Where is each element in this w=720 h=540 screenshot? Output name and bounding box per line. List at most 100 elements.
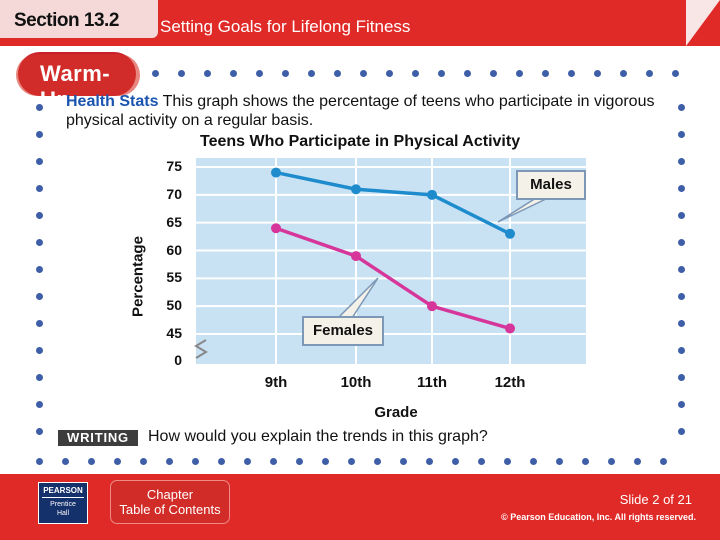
border-dot xyxy=(678,266,685,273)
series-line-females xyxy=(275,226,511,331)
border-dot xyxy=(678,347,685,354)
border-dot xyxy=(204,70,211,77)
data-point-males xyxy=(271,167,281,178)
border-dot xyxy=(178,70,185,77)
border-dot xyxy=(678,104,685,111)
border-dot xyxy=(36,104,43,111)
border-dot xyxy=(660,458,667,465)
border-dot xyxy=(36,458,43,465)
border-dot xyxy=(36,374,43,381)
border-dot xyxy=(36,212,43,219)
writing-question: How would you explain the trends in this… xyxy=(148,428,488,445)
writing-badge: WRITING xyxy=(58,430,138,446)
y-tick-label: 45 xyxy=(166,325,182,341)
legend-males-pointer xyxy=(497,197,549,223)
border-dot xyxy=(438,70,445,77)
border-dot xyxy=(490,70,497,77)
border-dot xyxy=(678,212,685,219)
y-tick-label: 55 xyxy=(166,269,182,286)
border-dot xyxy=(678,320,685,327)
border-dot xyxy=(36,293,43,300)
x-tick-label: 12th xyxy=(494,374,526,391)
border-dot xyxy=(140,458,147,465)
y-tick-label: 60 xyxy=(166,241,182,258)
border-dot xyxy=(296,458,303,465)
border-dot xyxy=(88,458,95,465)
border-dot xyxy=(36,266,43,273)
border-dot xyxy=(114,458,121,465)
data-point-females xyxy=(271,223,281,234)
data-point-females xyxy=(427,301,437,312)
border-dot xyxy=(478,458,485,465)
chapter-toc-button[interactable]: Chapter Table of Contents xyxy=(110,480,230,524)
border-dot xyxy=(608,458,615,465)
intro-body: This graph shows the percentage of teens… xyxy=(66,93,655,129)
border-dot xyxy=(36,428,43,435)
x-tick-label: 10th xyxy=(340,374,372,391)
chart-title: Teens Who Participate in Physical Activi… xyxy=(200,133,521,150)
pearson-name: PEARSON xyxy=(42,486,84,498)
border-dot xyxy=(36,401,43,408)
legend-females: Females xyxy=(302,316,384,346)
border-dot xyxy=(678,158,685,165)
legend-females-pointer xyxy=(336,277,379,319)
border-dot xyxy=(568,70,575,77)
border-dot xyxy=(582,458,589,465)
border-dot xyxy=(464,70,471,77)
border-dot xyxy=(166,458,173,465)
legend-males: Males xyxy=(516,170,586,200)
pearson-imprint: Prentice Hall xyxy=(42,500,84,518)
border-dot xyxy=(36,239,43,246)
section-tab: Section 13.2 xyxy=(0,0,158,38)
border-dot xyxy=(516,70,523,77)
border-dot xyxy=(192,458,199,465)
intro-text: Health Stats This graph shows the percen… xyxy=(66,92,686,130)
copyright: © Pearson Education, Inc. All rights res… xyxy=(501,512,696,522)
axis-break-marker xyxy=(194,339,208,359)
data-point-males xyxy=(351,184,361,195)
y-tick-label: 0 xyxy=(174,352,182,368)
warm-up-badge: Warm-Up xyxy=(16,52,140,112)
data-point-females xyxy=(505,323,515,334)
border-dot xyxy=(678,401,685,408)
border-dot xyxy=(152,70,159,77)
border-dot xyxy=(36,131,43,138)
border-dot xyxy=(542,70,549,77)
x-tick-label: 11th xyxy=(416,374,447,391)
series-line-males xyxy=(275,170,511,236)
header-title: Setting Goals for Lifelong Fitness xyxy=(160,17,411,36)
toc-line1: Chapter xyxy=(146,487,194,502)
border-dot xyxy=(452,458,459,465)
border-dot xyxy=(678,428,685,435)
slide-number: Slide 2 of 21 xyxy=(619,492,692,507)
border-dot xyxy=(348,458,355,465)
border-dot xyxy=(556,458,563,465)
data-point-males xyxy=(427,189,437,200)
border-dot xyxy=(594,70,601,77)
border-dot xyxy=(270,458,277,465)
border-dot xyxy=(36,158,43,165)
border-dot xyxy=(36,320,43,327)
border-dot xyxy=(634,458,641,465)
data-point-males xyxy=(505,228,515,239)
intro-lead: Health Stats xyxy=(66,93,159,110)
data-point-females xyxy=(351,251,361,262)
border-dot xyxy=(530,458,537,465)
border-dot xyxy=(678,293,685,300)
border-dot xyxy=(282,70,289,77)
border-dot xyxy=(678,131,685,138)
border-dot xyxy=(374,458,381,465)
pearson-logo[interactable]: PEARSON Prentice Hall xyxy=(38,482,88,524)
imprint-line2: Hall xyxy=(56,510,70,517)
border-dot xyxy=(36,185,43,192)
warm-up-label: Warm-Up xyxy=(40,61,111,112)
border-dot xyxy=(334,70,341,77)
border-dot xyxy=(360,70,367,77)
border-dot xyxy=(244,458,251,465)
border-dot xyxy=(218,458,225,465)
border-dot xyxy=(620,70,627,77)
border-dot xyxy=(36,347,43,354)
border-dot xyxy=(678,239,685,246)
border-dot xyxy=(308,70,315,77)
section-label: Section 13.2 xyxy=(14,10,119,31)
